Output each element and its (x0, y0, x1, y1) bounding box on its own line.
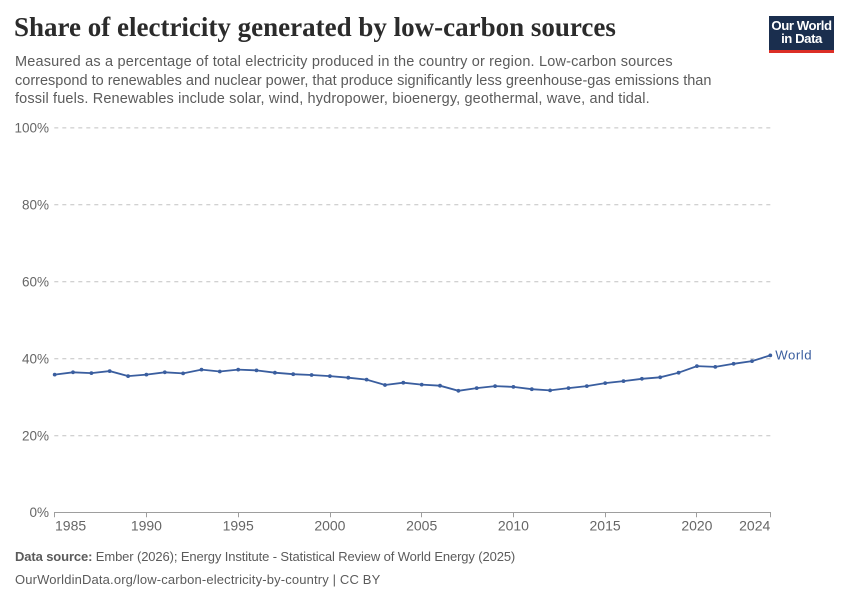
svg-text:20%: 20% (22, 428, 49, 443)
svg-text:2005: 2005 (406, 518, 437, 534)
svg-text:2000: 2000 (314, 518, 345, 534)
svg-text:2015: 2015 (590, 518, 621, 534)
svg-text:2020: 2020 (681, 518, 712, 534)
svg-text:80%: 80% (22, 197, 49, 212)
svg-text:0%: 0% (29, 505, 49, 520)
svg-text:100%: 100% (14, 121, 49, 136)
svg-text:1985: 1985 (55, 518, 86, 534)
svg-text:60%: 60% (22, 274, 49, 289)
svg-text:2024: 2024 (739, 518, 770, 534)
svg-text:World: World (775, 347, 812, 362)
svg-text:40%: 40% (22, 351, 49, 366)
svg-text:2010: 2010 (498, 518, 529, 534)
svg-text:1990: 1990 (131, 518, 162, 534)
svg-text:1995: 1995 (223, 518, 254, 534)
